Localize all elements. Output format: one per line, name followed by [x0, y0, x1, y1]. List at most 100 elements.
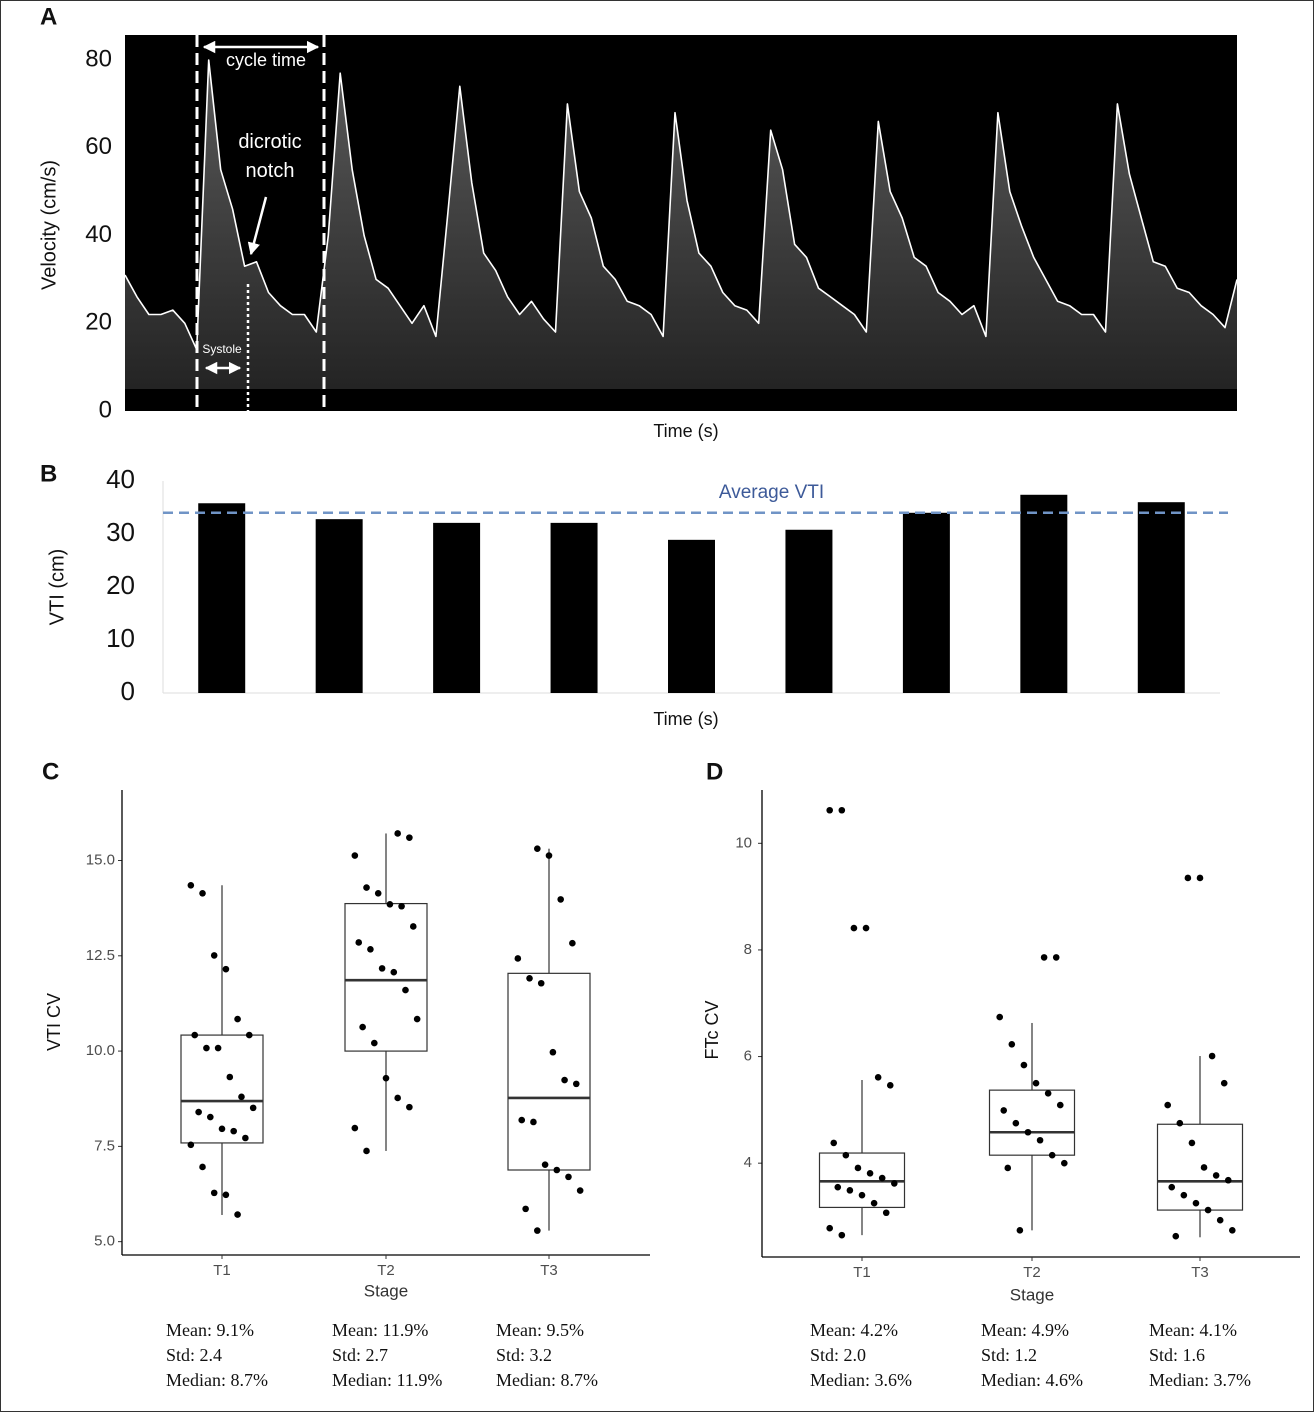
x-axis-title: Stage: [364, 1281, 408, 1300]
data-point: [203, 1045, 210, 1052]
summary-stat: Mean: 11.9%: [332, 1320, 428, 1340]
data-point: [355, 939, 362, 946]
data-point: [1185, 875, 1192, 882]
summary-stat: Median: 4.6%: [981, 1370, 1083, 1390]
bar: [903, 513, 950, 693]
data-point: [839, 807, 846, 814]
data-point: [242, 1135, 249, 1142]
bar: [316, 519, 363, 693]
annotation: Systole: [202, 342, 242, 356]
x-axis-title: Time (s): [653, 709, 718, 729]
data-point: [1004, 1165, 1011, 1172]
bar: [1020, 495, 1067, 693]
data-point: [246, 1032, 253, 1039]
data-point: [352, 1125, 359, 1132]
y-tick-label: 60: [85, 133, 112, 160]
x-tick-label: T3: [540, 1262, 558, 1279]
data-point: [367, 946, 374, 953]
y-tick-label: 0: [99, 396, 112, 423]
data-point: [1225, 1177, 1232, 1184]
y-tick-label: 6: [744, 1048, 752, 1065]
summary-stat: Std: 1.2: [981, 1345, 1037, 1365]
y-tick-label: 10: [735, 834, 752, 851]
data-point: [859, 1192, 866, 1199]
data-point: [359, 1024, 366, 1031]
data-point: [871, 1200, 878, 1207]
data-point: [188, 882, 195, 889]
data-point: [891, 1180, 898, 1187]
data-point: [238, 1094, 245, 1101]
data-point: [867, 1170, 874, 1177]
data-point: [414, 1016, 421, 1023]
data-point: [1229, 1227, 1236, 1234]
y-tick-label: 4: [744, 1154, 752, 1171]
data-point: [410, 923, 417, 930]
data-point: [223, 1191, 230, 1198]
summary-stat: Mean: 4.2%: [810, 1320, 898, 1340]
data-point: [1221, 1080, 1228, 1087]
data-point: [1193, 1200, 1200, 1207]
data-point: [830, 1140, 837, 1147]
data-point: [538, 980, 545, 987]
data-point: [851, 925, 858, 932]
data-point: [1209, 1053, 1216, 1060]
data-point: [223, 966, 230, 973]
summary-stat: Median: 3.6%: [810, 1370, 912, 1390]
data-point: [515, 955, 522, 962]
annotation-box: dicrotic notch: [222, 128, 318, 192]
data-point: [839, 1232, 846, 1239]
data-point: [1009, 1041, 1016, 1048]
data-point: [398, 903, 405, 910]
data-point: [207, 1114, 214, 1121]
data-point: [1172, 1233, 1179, 1240]
y-axis-title: FTc CV: [702, 1000, 722, 1059]
data-point: [863, 925, 870, 932]
x-tick-label: T1: [213, 1262, 231, 1279]
summary-stat: Std: 1.6: [1149, 1345, 1205, 1365]
y-tick-label: 5.0: [94, 1233, 115, 1250]
data-point: [226, 1074, 233, 1081]
summary-stat: Mean: 9.5%: [496, 1320, 584, 1340]
y-tick-label: 40: [106, 464, 135, 494]
data-point: [188, 1142, 195, 1149]
y-tick-label: 40: [85, 221, 112, 248]
data-point: [557, 896, 564, 903]
data-point: [826, 1225, 833, 1232]
data-point: [234, 1016, 241, 1023]
bar: [785, 530, 832, 693]
data-point: [375, 890, 382, 897]
data-point: [542, 1161, 549, 1168]
box: [990, 1090, 1075, 1155]
box: [508, 973, 590, 1170]
data-point: [843, 1152, 850, 1159]
data-point: [1164, 1102, 1171, 1109]
y-tick-label: 80: [85, 45, 112, 72]
data-point: [211, 1190, 218, 1197]
panel-label: B: [40, 460, 57, 487]
x-axis-title: Stage: [1010, 1285, 1054, 1304]
x-tick-label: T1: [853, 1264, 871, 1281]
x-axis-title: Time (s): [653, 421, 718, 441]
y-tick-label: 10.0: [86, 1042, 115, 1059]
data-point: [402, 987, 409, 994]
data-point: [553, 1167, 560, 1174]
summary-stat: Std: 3.2: [496, 1345, 552, 1365]
summary-stat: Median: 8.7%: [166, 1370, 268, 1390]
summary-stat: Std: 2.0: [810, 1345, 866, 1365]
data-point: [1168, 1184, 1175, 1191]
panel-label: A: [40, 3, 57, 30]
data-point: [875, 1074, 882, 1081]
summary-stat: Mean: 4.9%: [981, 1320, 1069, 1340]
data-point: [352, 852, 359, 859]
y-tick-label: 0: [121, 676, 135, 706]
summary-stat: Std: 2.7: [332, 1345, 388, 1365]
figure: AVelocity (cm/s)Time (s)020406080cycle t…: [0, 0, 1314, 1412]
data-point: [1197, 875, 1204, 882]
data-point: [565, 1174, 572, 1181]
bar: [668, 540, 715, 693]
data-point: [1021, 1062, 1028, 1069]
data-point: [1061, 1160, 1068, 1167]
data-point: [371, 1040, 378, 1047]
data-point: [211, 952, 218, 959]
data-point: [234, 1211, 241, 1218]
